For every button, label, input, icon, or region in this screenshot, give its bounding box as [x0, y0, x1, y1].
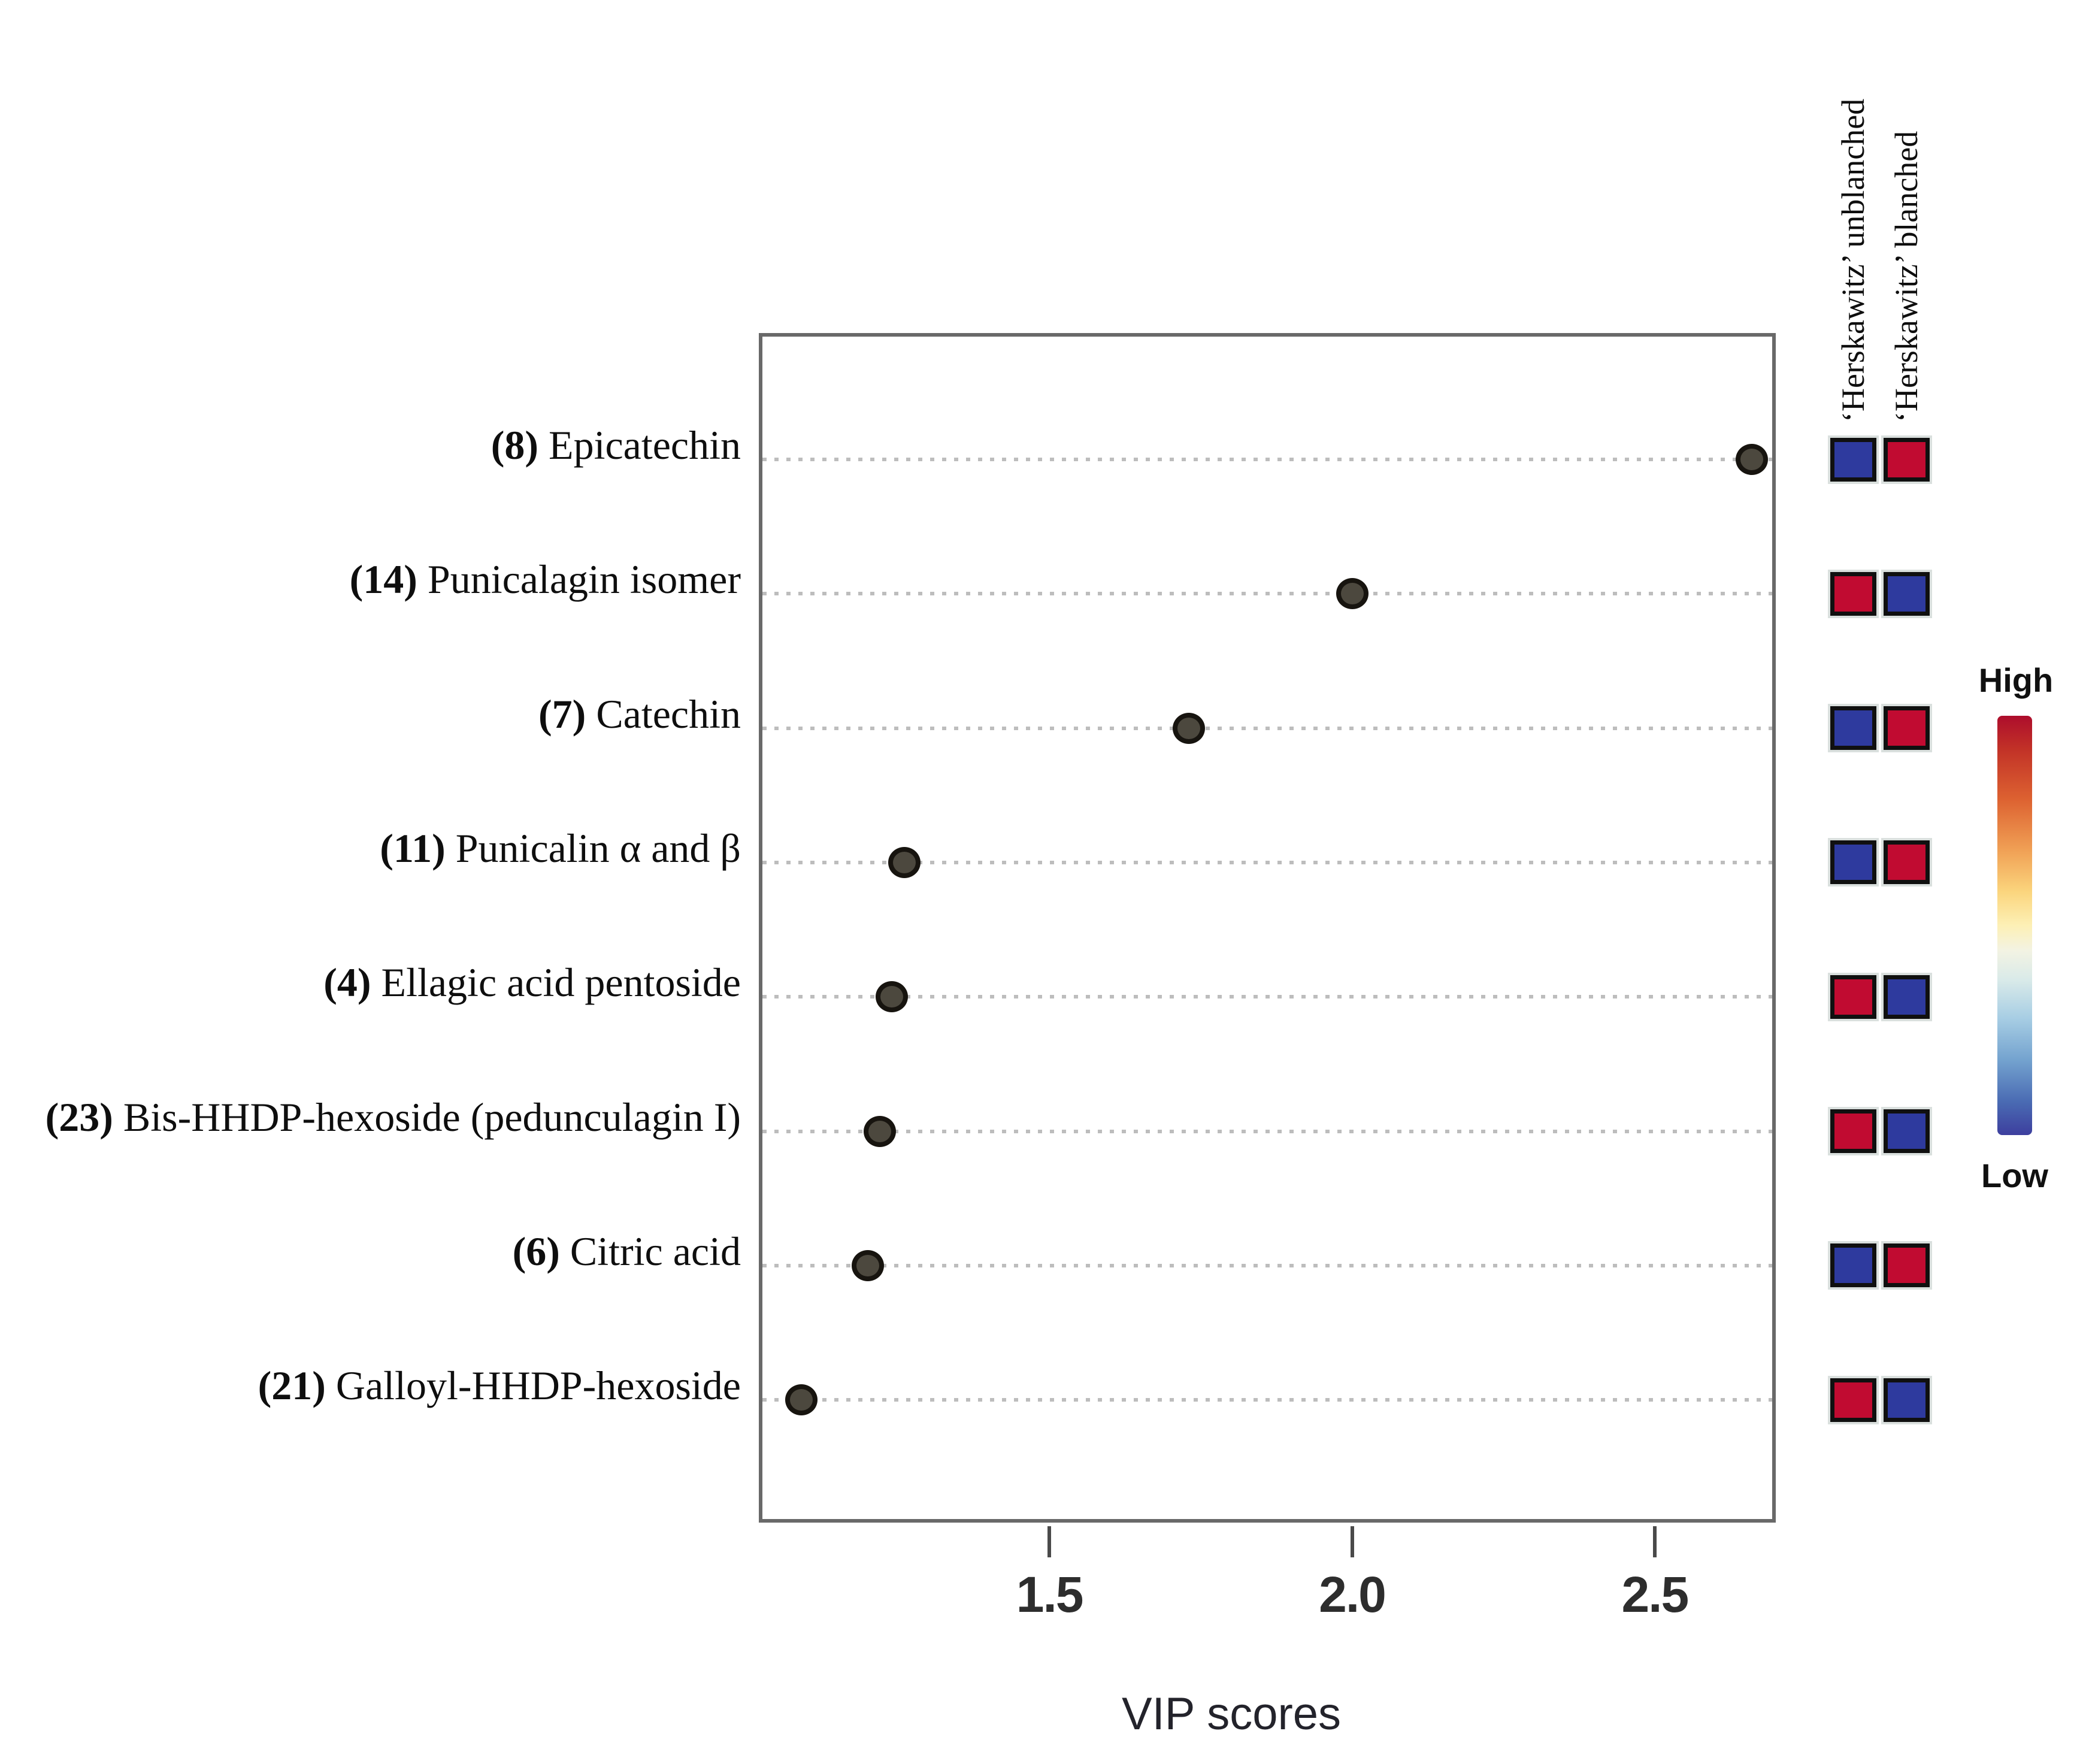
heat-cell-blanched — [1883, 571, 1930, 616]
row-label-id: (11) — [380, 825, 446, 871]
legend-low-label: Low — [1981, 1157, 2048, 1194]
x-tick — [1652, 1526, 1657, 1557]
x-tick — [1047, 1526, 1052, 1557]
row-label: (11) Punicalin α and β — [0, 828, 741, 869]
row-label: (4) Ellagic acid pentoside — [0, 962, 741, 1003]
heat-cell-unblanched — [1830, 1109, 1876, 1153]
heat-cell-blanched — [1883, 840, 1930, 885]
row-label-id: (8) — [491, 422, 539, 468]
row-label-name: Epicatechin — [549, 422, 741, 468]
heat-cell-blanched — [1883, 1243, 1930, 1288]
heat-cell-unblanched — [1830, 1243, 1876, 1288]
vip-dot — [785, 1384, 818, 1416]
row-label: (14) Punicalagin isomer — [0, 559, 741, 600]
heat-cell-unblanched — [1830, 975, 1876, 1019]
row-label-id: (21) — [258, 1363, 326, 1409]
x-tick-label: 2.0 — [1319, 1566, 1386, 1623]
gridline — [762, 726, 1772, 730]
row-label-name: Catechin — [596, 691, 741, 737]
gridline — [762, 458, 1772, 461]
row-label-name: Citric acid — [570, 1228, 741, 1274]
vip-dot — [888, 846, 921, 878]
x-tick-label: 2.5 — [1621, 1566, 1689, 1623]
heat-cell-unblanched — [1830, 1378, 1876, 1422]
row-label-id: (4) — [323, 960, 371, 1006]
vip-dot — [864, 1115, 897, 1147]
heat-cell-blanched — [1883, 975, 1930, 1019]
color-scale-gradient-bar — [1997, 716, 2032, 1135]
column-header-unblanched: ‘Herskawitz’ unblanched — [1835, 98, 1871, 422]
row-label-name: Punicalin α and β — [455, 825, 741, 871]
x-axis-title: VIP scores — [1121, 1689, 1342, 1739]
x-tick — [1350, 1526, 1354, 1557]
vip-dot — [851, 1249, 884, 1281]
heat-cell-unblanched — [1830, 706, 1876, 751]
gridline — [762, 1129, 1772, 1133]
legend-high-label: High — [1978, 661, 2054, 699]
vip-dot — [876, 981, 909, 1013]
row-label-id: (6) — [512, 1228, 560, 1274]
heat-cell-blanched — [1883, 1378, 1930, 1422]
heat-cell-unblanched — [1830, 571, 1876, 616]
gridline — [762, 1263, 1772, 1267]
gridline — [762, 860, 1772, 864]
heat-cell-unblanched — [1830, 840, 1876, 885]
gridline — [762, 592, 1772, 596]
x-tick-label: 1.5 — [1016, 1566, 1084, 1623]
vip-dot — [1735, 444, 1768, 475]
row-label: (21) Galloyl-HHDP-hexoside — [0, 1365, 741, 1406]
vip-dot — [1336, 578, 1369, 610]
row-label-id: (7) — [538, 691, 586, 737]
gridline — [762, 995, 1772, 999]
heat-cell-blanched — [1883, 437, 1930, 482]
column-header-blanched: ‘Herskawitz’ blanched — [1888, 131, 1924, 422]
plot-area — [759, 333, 1776, 1523]
row-label: (7) Catechin — [0, 694, 741, 734]
gridline — [762, 1398, 1772, 1402]
row-label-name: Ellagic acid pentoside — [381, 960, 741, 1006]
row-label-id: (14) — [349, 556, 417, 603]
heat-cell-blanched — [1883, 1109, 1930, 1153]
heat-cell-unblanched — [1830, 437, 1876, 482]
row-label-id: (23) — [45, 1094, 113, 1140]
row-label-name: Punicalagin isomer — [427, 556, 741, 603]
row-label-name: Bis-HHDP-hexoside (pedunculagin I) — [123, 1094, 741, 1140]
row-label-name: Galloyl-HHDP-hexoside — [335, 1363, 741, 1409]
row-label: (6) Citric acid — [0, 1231, 741, 1272]
vip-dot — [1172, 712, 1205, 744]
heat-cell-blanched — [1883, 706, 1930, 751]
row-label: (8) Epicatechin — [0, 425, 741, 465]
row-label: (23) Bis-HHDP-hexoside (pedunculagin I) — [0, 1097, 741, 1137]
